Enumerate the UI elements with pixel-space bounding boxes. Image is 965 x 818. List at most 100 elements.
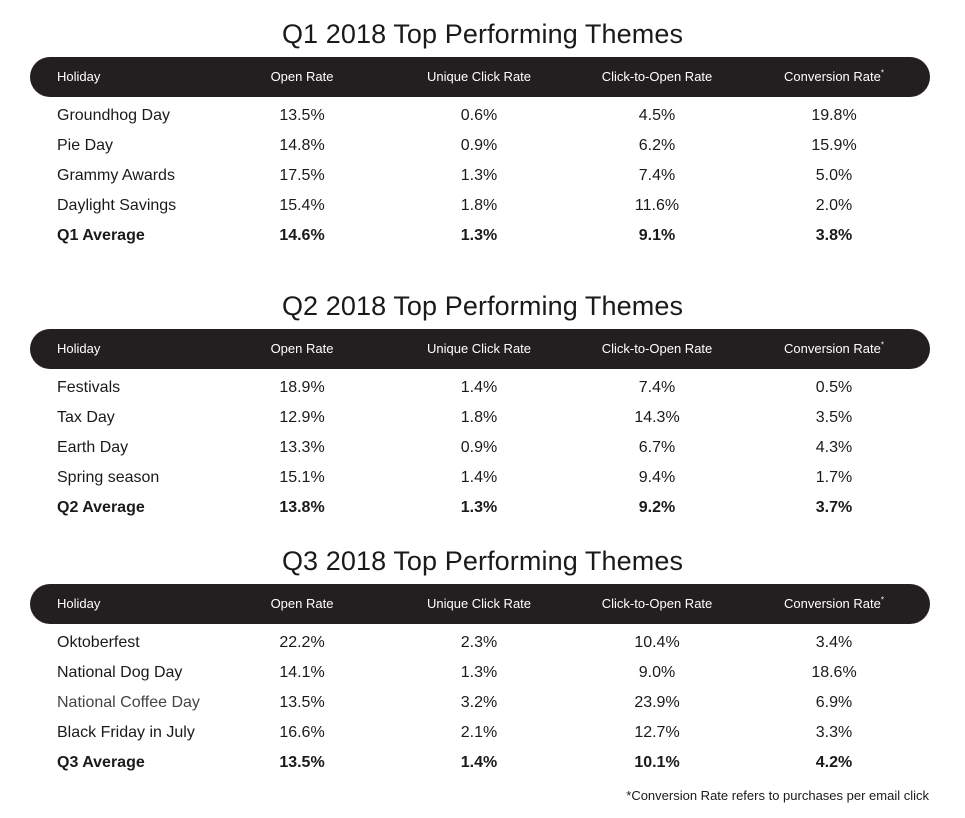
holiday-cell: Festivals	[57, 379, 121, 396]
unique-click-rate-cell: 0.9%	[460, 439, 498, 456]
click-to-open-rate-cell: 12.7%	[634, 724, 680, 741]
header-holiday: Holiday	[57, 69, 101, 84]
table-row: Pie Day 14.8% 0.9% 6.2% 15.9%	[0, 131, 965, 161]
header-unique-click-rate: Unique Click Rate	[426, 69, 532, 84]
unique-click-rate-cell: 2.1%	[460, 724, 498, 741]
average-click-to-open-rate: 9.2%	[638, 499, 676, 516]
header-unique-click-rate: Unique Click Rate	[426, 341, 532, 356]
average-conversion-rate: 3.8%	[815, 227, 853, 244]
q3-title: Q3 2018 Top Performing Themes	[281, 546, 684, 576]
unique-click-rate-cell: 1.4%	[460, 469, 498, 486]
conversion-rate-cell: 18.6%	[811, 664, 857, 681]
average-unique-click-rate: 1.4%	[460, 754, 498, 771]
header-conversion-rate: Conversion Rate*	[784, 584, 884, 624]
header-open-rate: Open Rate	[270, 341, 334, 356]
average-unique-click-rate: 1.3%	[460, 227, 498, 244]
header-holiday: Holiday	[57, 596, 101, 611]
click-to-open-rate-cell: 7.4%	[638, 167, 676, 184]
open-rate-cell: 16.6%	[279, 724, 325, 741]
table-row: Black Friday in July 16.6% 2.1% 12.7% 3.…	[0, 718, 965, 748]
average-click-to-open-rate: 9.1%	[638, 227, 676, 244]
click-to-open-rate-cell: 10.4%	[634, 634, 680, 651]
click-to-open-rate-cell: 23.9%	[634, 694, 680, 711]
open-rate-cell: 13.3%	[279, 439, 325, 456]
footnote-text: Conversion Rate refers to purchases per …	[631, 788, 929, 803]
table-row: Tax Day 12.9% 1.8% 14.3% 3.5%	[0, 403, 965, 433]
table-row: National Dog Day 14.1% 1.3% 9.0% 18.6%	[0, 658, 965, 688]
average-label: Q1 Average	[57, 227, 145, 244]
click-to-open-rate-cell: 4.5%	[638, 107, 676, 124]
average-open-rate: 13.8%	[279, 499, 325, 516]
q1-header-row: Holiday Open Rate Unique Click Rate Clic…	[30, 57, 930, 97]
table-row: Daylight Savings 15.4% 1.8% 11.6% 2.0%	[0, 191, 965, 221]
holiday-cell: National Coffee Day	[57, 694, 200, 711]
q1-title: Q1 2018 Top Performing Themes	[281, 19, 684, 49]
q3-header-row: Holiday Open Rate Unique Click Rate Clic…	[30, 584, 930, 624]
header-click-to-open-rate: Click-to-Open Rate	[601, 596, 713, 611]
conversion-rate-cell: 19.8%	[811, 107, 857, 124]
conversion-rate-cell: 0.5%	[815, 379, 853, 396]
header-conversion-rate: Conversion Rate*	[784, 57, 884, 97]
average-open-rate: 13.5%	[279, 754, 325, 771]
holiday-cell: Earth Day	[57, 439, 129, 456]
conversion-rate-cell: 3.5%	[815, 409, 853, 426]
table-row: Earth Day 13.3% 0.9% 6.7% 4.3%	[0, 433, 965, 463]
unique-click-rate-cell: 1.8%	[460, 409, 498, 426]
click-to-open-rate-cell: 6.2%	[638, 137, 676, 154]
q2-title: Q2 2018 Top Performing Themes	[281, 291, 684, 321]
average-row: Q3 Average 13.5% 1.4% 10.1% 4.2%	[0, 748, 965, 778]
header-conversion-rate: Conversion Rate*	[784, 329, 884, 369]
average-row: Q1 Average 14.6% 1.3% 9.1% 3.8%	[0, 221, 965, 251]
holiday-cell: National Dog Day	[57, 664, 183, 681]
holiday-cell: Daylight Savings	[57, 197, 177, 214]
holiday-cell: Black Friday in July	[57, 724, 195, 741]
holiday-cell: Pie Day	[57, 137, 114, 154]
conversion-rate-cell: 3.4%	[815, 634, 853, 651]
average-click-to-open-rate: 10.1%	[634, 754, 680, 771]
conversion-rate-cell: 3.3%	[815, 724, 853, 741]
table-row: Spring season 15.1% 1.4% 9.4% 1.7%	[0, 463, 965, 493]
open-rate-cell: 13.5%	[279, 694, 325, 711]
click-to-open-rate-cell: 7.4%	[638, 379, 676, 396]
open-rate-cell: 15.1%	[279, 469, 325, 486]
click-to-open-rate-cell: 6.7%	[638, 439, 676, 456]
open-rate-cell: 13.5%	[279, 107, 325, 124]
header-open-rate: Open Rate	[270, 596, 334, 611]
conversion-rate-cell: 2.0%	[815, 197, 853, 214]
header-conversion-rate-label: Conversion Rate	[784, 596, 881, 611]
average-label: Q3 Average	[57, 754, 145, 771]
header-conversion-rate-label: Conversion Rate	[784, 341, 881, 356]
average-conversion-rate: 4.2%	[815, 754, 853, 771]
table-row: Grammy Awards 17.5% 1.3% 7.4% 5.0%	[0, 161, 965, 191]
conversion-rate-cell: 6.9%	[815, 694, 853, 711]
open-rate-cell: 18.9%	[279, 379, 325, 396]
footnote-mark: *	[626, 788, 632, 803]
conversion-rate-cell: 5.0%	[815, 167, 853, 184]
click-to-open-rate-cell: 11.6%	[634, 197, 680, 214]
open-rate-cell: 12.9%	[279, 409, 325, 426]
footnote: *Conversion Rate refers to purchases per…	[626, 788, 929, 803]
unique-click-rate-cell: 1.4%	[460, 379, 498, 396]
footnote-marker: *	[880, 595, 884, 605]
unique-click-rate-cell: 2.3%	[460, 634, 498, 651]
holiday-cell: Grammy Awards	[57, 167, 175, 184]
table-row: Groundhog Day 13.5% 0.6% 4.5% 19.8%	[0, 101, 965, 131]
average-label: Q2 Average	[57, 499, 145, 516]
holiday-cell: Groundhog Day	[57, 107, 170, 124]
holiday-cell: Tax Day	[57, 409, 115, 426]
average-unique-click-rate: 1.3%	[460, 499, 498, 516]
unique-click-rate-cell: 0.6%	[460, 107, 498, 124]
footnote-marker: *	[880, 68, 884, 78]
header-click-to-open-rate: Click-to-Open Rate	[601, 341, 713, 356]
conversion-rate-cell: 4.3%	[815, 439, 853, 456]
table-row: Festivals 18.9% 1.4% 7.4% 0.5%	[0, 373, 965, 403]
average-conversion-rate: 3.7%	[815, 499, 853, 516]
open-rate-cell: 15.4%	[279, 197, 325, 214]
click-to-open-rate-cell: 14.3%	[634, 409, 680, 426]
unique-click-rate-cell: 0.9%	[460, 137, 498, 154]
conversion-rate-cell: 15.9%	[811, 137, 857, 154]
table-row: National Coffee Day 13.5% 3.2% 23.9% 6.9…	[0, 688, 965, 718]
table-row: Oktoberfest 22.2% 2.3% 10.4% 3.4%	[0, 628, 965, 658]
open-rate-cell: 17.5%	[279, 167, 325, 184]
click-to-open-rate-cell: 9.0%	[638, 664, 676, 681]
